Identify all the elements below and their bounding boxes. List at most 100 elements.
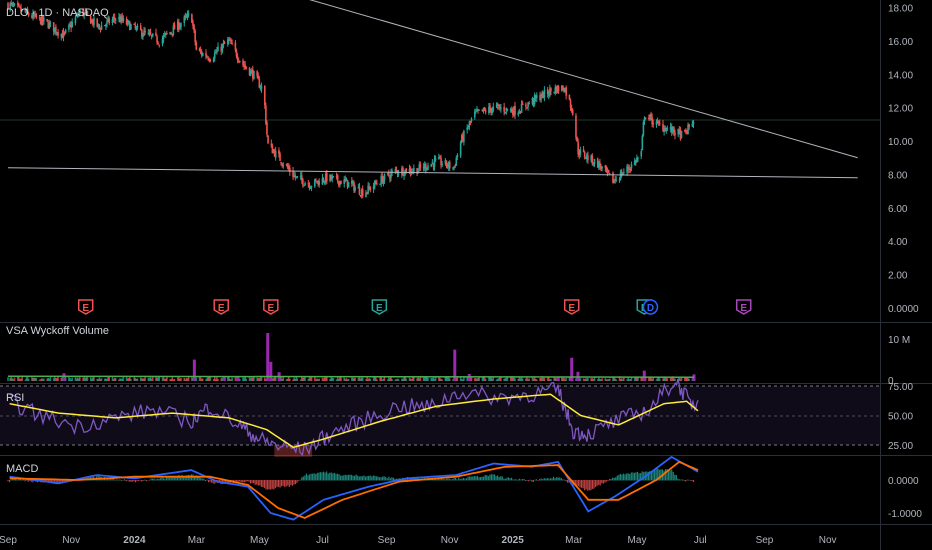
macd-histogram-bar xyxy=(357,475,359,481)
volume-bar xyxy=(170,379,173,381)
earnings-marker[interactable]: E xyxy=(77,299,94,315)
macd-histogram-bar xyxy=(677,478,679,481)
candle-body xyxy=(57,32,59,36)
macd-histogram-bar xyxy=(141,480,143,482)
candle-body xyxy=(648,118,650,120)
candle-body xyxy=(540,97,542,100)
candle-body xyxy=(163,33,166,35)
macd-histogram-bar xyxy=(58,480,60,484)
earnings-marker[interactable]: E xyxy=(735,299,752,315)
volume-bar xyxy=(208,376,211,381)
macd-histogram-bar xyxy=(537,480,539,481)
macd-histogram-bar xyxy=(386,478,388,481)
macd-histogram-bar xyxy=(195,475,197,481)
event-label: E xyxy=(376,303,383,314)
macd-histogram-bar xyxy=(657,468,659,481)
volume-bar xyxy=(369,378,372,381)
candle-body xyxy=(604,165,607,168)
candle-body xyxy=(35,14,38,18)
rsi-pane-title[interactable]: RSI xyxy=(6,392,24,404)
volume-bar xyxy=(346,379,349,381)
volume-bar xyxy=(68,376,70,381)
macd-histogram-bar xyxy=(546,478,548,481)
volume-bar xyxy=(24,379,27,381)
candle-body xyxy=(217,46,219,52)
candle-body xyxy=(79,9,81,15)
candle-body xyxy=(282,165,285,167)
macd-histogram-bar xyxy=(467,476,469,481)
macd-histogram-bar xyxy=(248,480,250,482)
volume-bar xyxy=(9,378,11,381)
volume-bar xyxy=(263,377,266,381)
volume-bar xyxy=(129,376,131,381)
volume-bar xyxy=(185,377,188,381)
macd-histogram-bar xyxy=(319,472,322,481)
volume-bar xyxy=(106,378,108,381)
macd-histogram-bar xyxy=(434,478,437,481)
candle-body xyxy=(85,11,88,14)
time-axis[interactable]: Sep Nov 2024 Mar May Jul Sep Nov 2025 Mar May Jul Se… xyxy=(0,535,837,546)
volume-bar xyxy=(220,378,223,381)
trendlines[interactable] xyxy=(7,0,858,179)
macd-pane-title[interactable]: MACD xyxy=(6,463,38,475)
candle-body xyxy=(425,164,427,170)
volume-bar xyxy=(408,377,411,381)
candle-body xyxy=(499,106,501,109)
candle-body xyxy=(614,179,616,181)
candle-body xyxy=(186,14,189,18)
volume-bar xyxy=(633,377,636,381)
symbol-header[interactable]: DLO · 1D · NASDAQ xyxy=(6,7,109,19)
macd-histogram-bar xyxy=(137,480,140,481)
volume-bar xyxy=(294,379,297,381)
volume-bar xyxy=(79,376,81,381)
earnings-marker[interactable]: E xyxy=(213,299,229,315)
candle-body xyxy=(147,32,150,34)
macd-histogram-bar xyxy=(538,479,541,481)
volume-bar xyxy=(584,378,587,381)
macd-histogram-bar xyxy=(179,476,182,481)
macd-histogram-bar xyxy=(532,480,534,482)
volume-bar xyxy=(46,378,48,381)
volume-bar xyxy=(212,379,215,381)
volume-bar xyxy=(541,376,544,381)
candle-body xyxy=(64,29,67,33)
volume-bar xyxy=(304,377,306,381)
price-axis[interactable]: 18.00 16.00 14.00 12.00 10.00 8.00 6.00 4.00 2.0… xyxy=(888,4,922,521)
candle-body xyxy=(321,177,324,185)
volume-tick-label: 10 M xyxy=(888,335,910,346)
volume-bar xyxy=(401,378,403,381)
volume-bar xyxy=(92,377,94,381)
volume-bar xyxy=(422,376,425,381)
time-tick-label: Sep xyxy=(0,535,17,546)
candle-body xyxy=(343,179,346,184)
volume-bar xyxy=(357,377,360,381)
time-tick-label: Mar xyxy=(188,535,206,546)
candle-body xyxy=(635,160,637,163)
macd-histogram-bar xyxy=(151,478,154,481)
macd-histogram-bar xyxy=(476,475,479,481)
macd-histogram-bar xyxy=(63,480,65,483)
candle-body xyxy=(460,135,463,143)
candle-body xyxy=(628,168,631,170)
volume-bar xyxy=(230,379,232,381)
volume-bar xyxy=(213,376,216,381)
volume-bar xyxy=(249,378,252,381)
volume-bar xyxy=(553,377,556,381)
macd-histogram-bar xyxy=(493,474,496,481)
candle-body xyxy=(176,21,179,31)
volume-bar xyxy=(178,376,180,381)
earnings-marker[interactable]: E xyxy=(263,299,279,315)
candle-body xyxy=(608,173,611,175)
macd-histogram-bar xyxy=(279,480,281,488)
earnings-marker[interactable]: E xyxy=(371,299,388,315)
candle-body xyxy=(335,175,338,177)
macd-histogram-bar xyxy=(284,480,286,488)
volume-bar xyxy=(466,377,468,381)
dividend-marker[interactable]: D xyxy=(642,299,659,315)
events-row[interactable]: EEEEEEDE xyxy=(77,299,752,315)
earnings-marker[interactable]: E xyxy=(563,299,580,315)
volume-bar xyxy=(606,379,609,381)
volume-pane-title[interactable]: VSA Wyckoff Volume xyxy=(6,325,109,337)
rsi-ma-line xyxy=(9,393,699,449)
